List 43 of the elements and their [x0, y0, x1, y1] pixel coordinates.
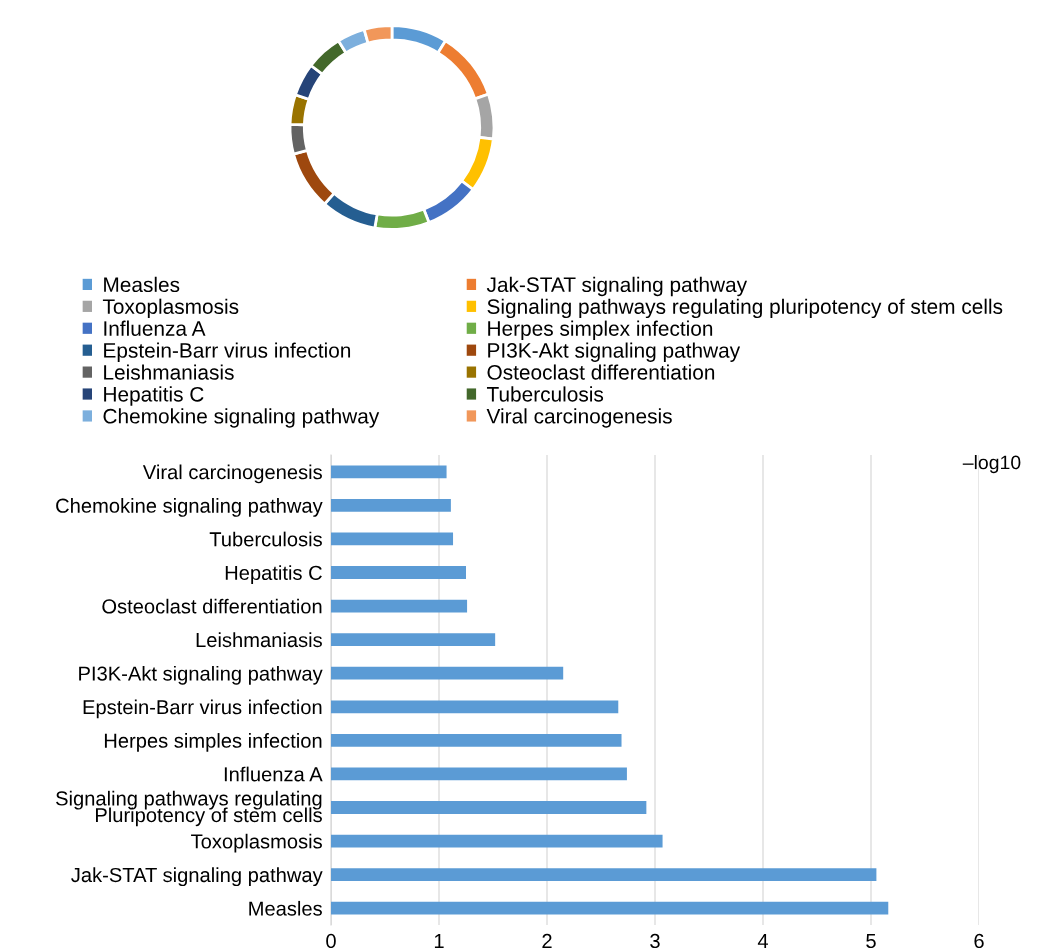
x-tick-label: 1	[434, 934, 444, 948]
bar	[331, 532, 454, 546]
bar	[331, 801, 647, 814]
legend-label: Osteoclast differentiation	[487, 364, 715, 380]
y-tick-label: Hepatitis C	[225, 565, 322, 584]
bar	[331, 834, 663, 848]
bar	[331, 901, 889, 915]
annotation: –log10	[962, 455, 1021, 474]
x-tick-label: 3	[650, 933, 660, 948]
legend-label: Viral carcinogenesis	[486, 408, 672, 428]
y-tick-label: Epstein-Barr virus infection	[83, 699, 322, 719]
bar	[331, 599, 468, 613]
x-tick-label: 6	[974, 933, 984, 948]
bar	[331, 498, 451, 512]
y-tick-label: Influenza A	[224, 766, 323, 782]
legend-label: Signaling pathways regulating pluripotency of stem cells	[487, 298, 1003, 319]
legend-label: Tuberculosis	[486, 386, 604, 402]
x-tick-label: 4	[757, 934, 769, 948]
y-tick-label: Viral carcinogenesis	[142, 464, 322, 484]
bar	[331, 868, 877, 882]
y-tick-label: Tuberculosis	[209, 531, 322, 547]
bar	[331, 633, 496, 647]
bar	[331, 566, 466, 579]
bar	[331, 666, 564, 680]
y-tick-label: Herpes simples infection	[104, 733, 322, 752]
legend-label: Herpes simplex infection	[488, 320, 713, 341]
y-tick-label: Measles	[249, 900, 322, 916]
bar	[331, 767, 627, 781]
y-tick-label: PI3K-Akt signaling pathway	[79, 665, 323, 685]
y-tick-label: Signaling pathways regulating Pluripotency of stem cells	[56, 790, 322, 827]
x-tick-label: 2	[542, 933, 552, 948]
x-tick-label: 5	[866, 934, 876, 948]
y-tick-label: Jak-STAT signaling pathway	[71, 867, 323, 887]
bar	[331, 733, 622, 747]
legend-label: Jak-STAT signaling pathway	[486, 276, 748, 297]
legend-label: PI3K-Akt signaling pathway	[488, 342, 741, 362]
y-tick-label: Chemokine signaling pathway	[56, 498, 323, 517]
x-tick-label: 0	[326, 933, 336, 948]
bar	[331, 700, 619, 714]
bar	[331, 465, 447, 479]
y-tick-label: Leishmaniasis	[196, 632, 322, 648]
y-tick-label: Osteoclast differentiation	[102, 598, 322, 614]
y-tick-label: Toxoplasmosis	[191, 833, 322, 853]
